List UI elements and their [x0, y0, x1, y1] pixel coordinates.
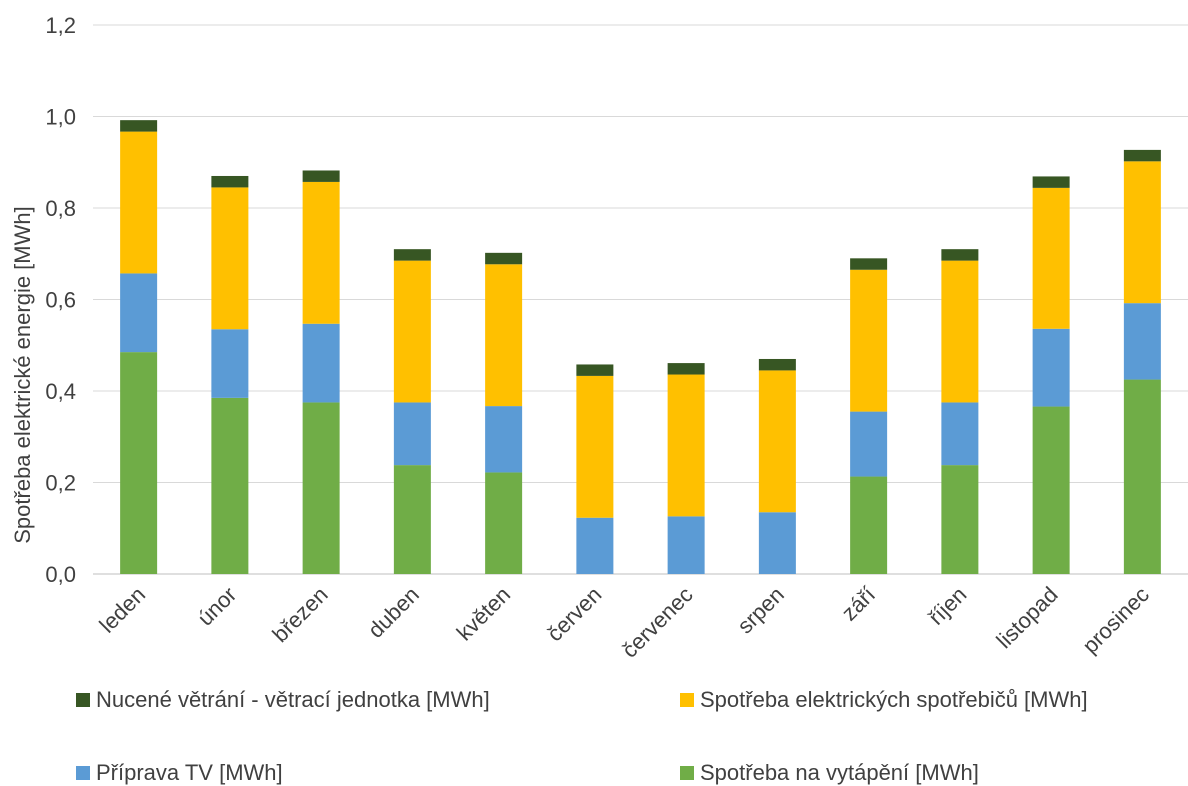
bar-segment [576, 364, 614, 376]
y-axis-ticks: 0,0 0,2 0,4 0,6 0,8 1,0 1,2 [45, 13, 76, 587]
bar-segment [850, 476, 888, 574]
bar-segment [1123, 161, 1161, 304]
y-tick-label: 0,6 [45, 288, 76, 313]
x-tick-label: leden [94, 582, 150, 638]
y-tick-label: 0,0 [45, 562, 76, 587]
bar-segment [485, 264, 523, 407]
y-tick-label: 0,4 [45, 379, 76, 404]
bar-segment [393, 260, 431, 403]
bar-segment [393, 402, 431, 466]
bar-segment [393, 249, 431, 261]
bar-segment [120, 352, 158, 574]
bar-segment [485, 406, 523, 473]
bar-segment [302, 323, 340, 403]
x-tick-label: říjen [923, 582, 971, 630]
bar-segment [941, 249, 979, 261]
bar-segment [850, 269, 888, 412]
bar-segment [485, 472, 523, 574]
x-tick-label: únor [193, 582, 242, 631]
bar-segment [758, 370, 796, 513]
stacked-bar-chart: 0,0 0,2 0,4 0,6 0,8 1,0 1,2 leden únor březen dub… [10, 13, 1188, 660]
bar-segment [1032, 176, 1070, 188]
bar-segment [758, 512, 796, 574]
bar-segment [211, 329, 249, 398]
bar-segment [302, 170, 340, 182]
y-tick-label: 0,8 [45, 196, 76, 221]
legend-label: Spotřeba na vytápění [MWh] [700, 760, 979, 785]
y-tick-label: 1,2 [45, 13, 76, 38]
x-tick-label: listopad [991, 582, 1062, 653]
legend-label: Nucené větrání - větrací jednotka [MWh] [96, 687, 490, 712]
bar-segment [302, 402, 340, 574]
bar-segment [667, 363, 705, 375]
bar-segment [1032, 328, 1070, 407]
bar-segment [1032, 406, 1070, 574]
bar-segment [120, 131, 158, 274]
bar-segment [667, 374, 705, 517]
bar-segment [393, 465, 431, 574]
y-tick-label: 0,2 [45, 471, 76, 496]
y-axis-label: Spotřeba elektrické energie [MWh] [10, 206, 35, 544]
x-tick-label: červenec [617, 582, 698, 660]
bar-segment [120, 273, 158, 353]
bar-segment [1123, 379, 1161, 574]
bar-segment [211, 397, 249, 574]
x-tick-label: červen [542, 582, 606, 646]
bar-segment [120, 120, 158, 132]
bar-segment [1032, 187, 1070, 329]
bars [120, 120, 1161, 574]
x-tick-label: březen [267, 582, 332, 647]
legend-label: Spotřeba elektrických spotřebičů [MWh] [700, 687, 1088, 712]
bar-segment [485, 252, 523, 265]
y-tick-label: 1,0 [45, 105, 76, 130]
legend-label: Příprava TV [MWh] [96, 760, 283, 785]
bar-segment [1123, 303, 1161, 380]
legend-swatch [76, 693, 90, 707]
bar-segment [576, 517, 614, 574]
legend-swatch [76, 766, 90, 780]
x-tick-label: prosinec [1077, 582, 1153, 658]
x-axis-ticks: leden únor březen duben květen červen červenec… [94, 582, 1154, 660]
legend-swatch [680, 693, 694, 707]
bar-segment [941, 402, 979, 466]
bar-segment [1123, 149, 1161, 162]
x-tick-label: květen [452, 582, 516, 646]
bar-segment [576, 375, 614, 518]
legend-swatch [680, 766, 694, 780]
bar-segment [850, 411, 888, 477]
bar-segment [850, 258, 888, 270]
legend-item-hot-water: Příprava TV [MWh] [76, 760, 283, 786]
bar-segment [211, 175, 249, 188]
bar-segment [667, 516, 705, 574]
legend-item-heating: Spotřeba na vytápění [MWh] [680, 760, 979, 786]
x-tick-label: duben [363, 582, 424, 643]
bar-segment [941, 260, 979, 403]
bar-segment [302, 181, 340, 324]
bar-segment [758, 358, 796, 371]
legend-item-ventilation: Nucené větrání - větrací jednotka [MWh] [76, 687, 490, 713]
bar-segment [211, 187, 249, 330]
legend-item-appliances: Spotřeba elektrických spotřebičů [MWh] [680, 687, 1088, 713]
gridlines [93, 24, 1188, 575]
x-tick-label: září [837, 582, 881, 626]
bar-segment [941, 465, 979, 574]
x-tick-label: srpen [732, 582, 789, 639]
